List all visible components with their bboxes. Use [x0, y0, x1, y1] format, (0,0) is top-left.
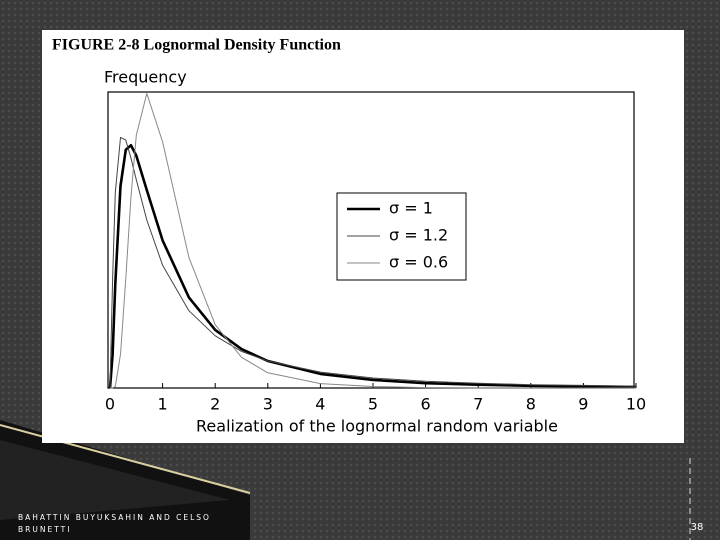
legend-label: σ = 1.2 [389, 226, 448, 245]
series-line [108, 144, 637, 389]
x-tick-label: 8 [526, 395, 536, 414]
page-number: 38 [691, 522, 704, 533]
plot-frame [107, 91, 635, 389]
x-tick-label: 3 [263, 395, 273, 414]
x-tick-label: 5 [368, 395, 378, 414]
decor-band [0, 440, 230, 520]
legend-label: σ = 1 [389, 199, 433, 218]
x-axis-label: Realization of the lognormal random vari… [196, 417, 558, 436]
x-tick-label: 10 [626, 395, 646, 414]
x-tick-label: 6 [421, 395, 431, 414]
x-tick-label: 2 [210, 395, 220, 414]
x-tick-label: 4 [315, 395, 325, 414]
legend-label: σ = 0.6 [389, 253, 448, 272]
x-tick-label: 9 [578, 395, 588, 414]
x-tick-label: 7 [473, 395, 483, 414]
x-tick-label: 0 [105, 395, 115, 414]
footer: BAHATTIN BUYUKSAHIN AND CELSO BRUNETTI [18, 513, 211, 534]
x-tick-label: 1 [158, 395, 168, 414]
series-line [109, 137, 637, 389]
chart-title: FIGURE 2-8 Lognormal Density Function [52, 37, 341, 54]
series-line [110, 93, 636, 389]
y-axis-label: Frequency [104, 68, 187, 87]
decor-stripe [0, 424, 251, 494]
